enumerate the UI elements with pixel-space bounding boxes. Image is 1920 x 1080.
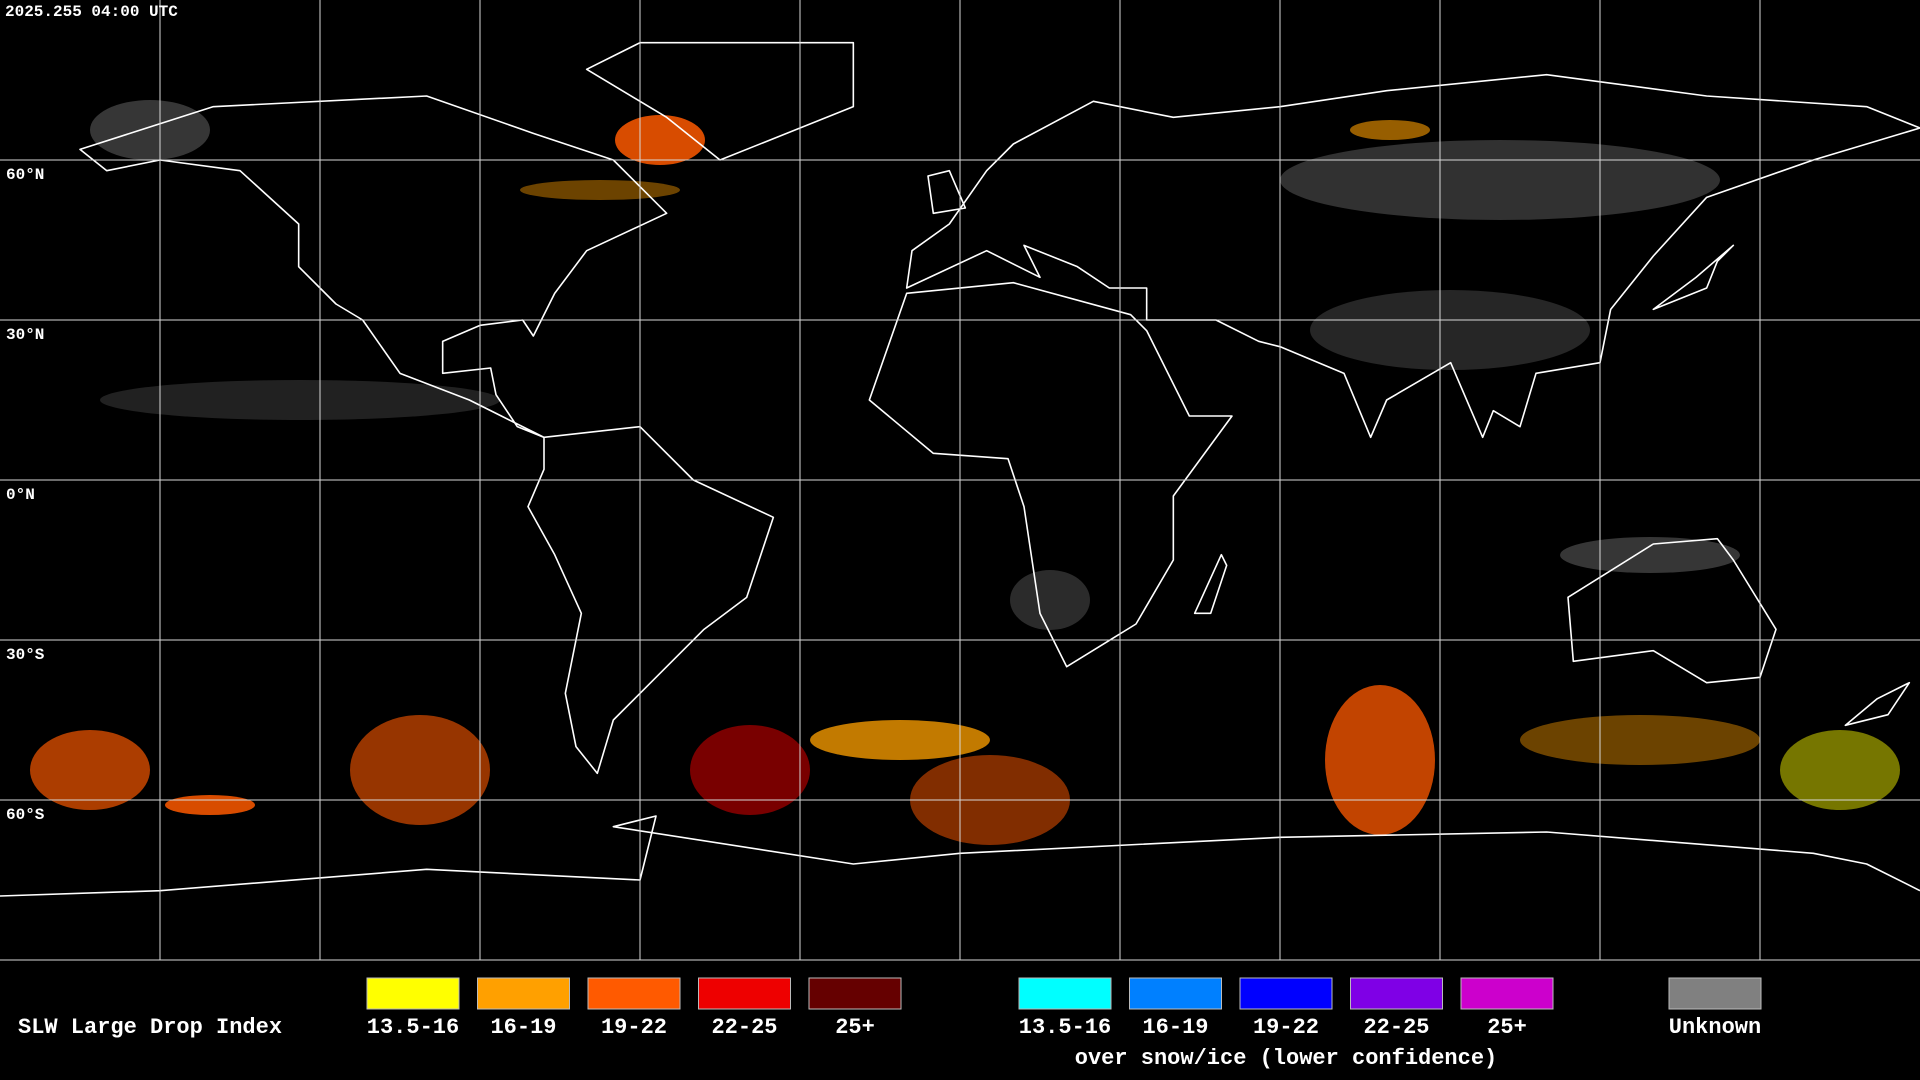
latitude-label: 30°S: [6, 646, 45, 664]
legend-title: SLW Large Drop Index: [18, 1015, 282, 1040]
legend-label: 16-19: [490, 1015, 556, 1040]
legend-panel: [0, 960, 1920, 1080]
legend-label: 13.5-16: [1019, 1015, 1111, 1040]
coastlines: [0, 43, 1920, 896]
legend-swatch: [587, 977, 681, 1010]
legend-label: 19-22: [1253, 1015, 1319, 1040]
legend-swatch: [1018, 977, 1112, 1010]
timestamp: 2025.255 04:00 UTC: [5, 3, 178, 21]
latitude-label: 30°N: [6, 326, 44, 344]
legend-swatch: [808, 977, 902, 1010]
legend-caption: over snow/ice (lower confidence): [1075, 1046, 1497, 1071]
legend-label: 25+: [1487, 1015, 1527, 1040]
legend: 13.5-16 16-19 19-22 22-25 25+ 13.5-16 16-19 19-…: [366, 977, 1762, 1071]
latitude-label: 0°N: [6, 486, 35, 504]
legend-swatch: [1239, 977, 1333, 1010]
legend-swatch: [366, 977, 460, 1010]
legend-swatch: [1460, 977, 1554, 1010]
legend-swatch: [1668, 977, 1762, 1010]
legend-label: 22-25: [711, 1015, 777, 1040]
legend-swatch: [1129, 977, 1222, 1010]
legend-label: 13.5-16: [367, 1015, 459, 1040]
legend-swatch: [1350, 977, 1443, 1010]
legend-swatch: [698, 977, 791, 1010]
latitude-label: 60°S: [6, 806, 45, 824]
legend-label: Unknown: [1669, 1015, 1761, 1040]
legend-label: 22-25: [1363, 1015, 1429, 1040]
legend-label: 25+: [835, 1015, 875, 1040]
legend-swatch: [477, 977, 570, 1010]
legend-label: 16-19: [1142, 1015, 1208, 1040]
latitude-label: 60°N: [6, 166, 44, 184]
graticule: 60°N 30°N 0°N 30°S 60°S: [0, 0, 1920, 960]
legend-label: 19-22: [601, 1015, 667, 1040]
